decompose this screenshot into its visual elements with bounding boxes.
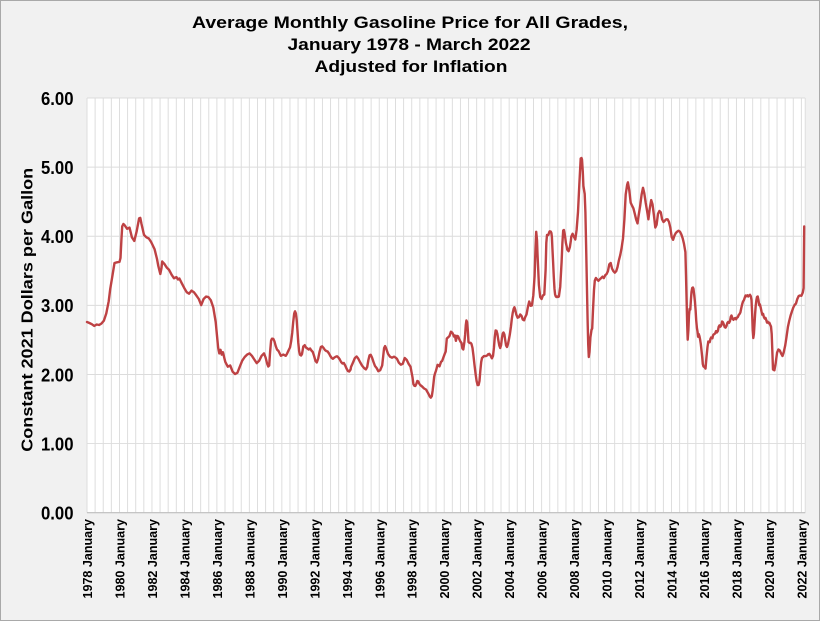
svg-text:Constant 2021 Dollars per Gall: Constant 2021 Dollars per Gallon (19, 168, 36, 452)
svg-text:January 1978 - March 2022: January 1978 - March 2022 (288, 35, 531, 54)
svg-text:2014 January: 2014 January (665, 518, 680, 598)
svg-text:2004 January: 2004 January (502, 518, 517, 598)
svg-text:0.00: 0.00 (41, 504, 74, 524)
svg-text:1.00: 1.00 (41, 434, 74, 454)
svg-text:Adjusted for Inflation: Adjusted for Inflation (315, 57, 508, 76)
svg-text:1990 January: 1990 January (275, 518, 290, 598)
svg-text:1996 January: 1996 January (372, 518, 387, 598)
svg-text:2000 January: 2000 January (437, 518, 452, 598)
svg-text:1984 January: 1984 January (177, 518, 192, 598)
svg-text:2002 January: 2002 January (470, 518, 485, 598)
svg-text:1980 January: 1980 January (112, 518, 127, 598)
svg-text:1986 January: 1986 January (210, 518, 225, 598)
svg-text:1978 January: 1978 January (80, 518, 95, 598)
svg-text:1994 January: 1994 January (340, 518, 355, 598)
svg-text:Average Monthly Gasoline Price: Average Monthly Gasoline Price for All G… (192, 13, 628, 32)
svg-text:5.00: 5.00 (41, 158, 74, 178)
svg-text:3.00: 3.00 (41, 296, 74, 316)
svg-text:6.00: 6.00 (41, 89, 74, 109)
svg-text:2022 January: 2022 January (794, 518, 809, 598)
svg-text:2.00: 2.00 (41, 365, 74, 385)
svg-text:2016 January: 2016 January (697, 518, 712, 598)
svg-text:2020 January: 2020 January (762, 518, 777, 598)
svg-text:2008 January: 2008 January (567, 518, 582, 598)
svg-text:2010 January: 2010 January (600, 518, 615, 598)
svg-text:2012 January: 2012 January (632, 518, 647, 598)
svg-text:2006 January: 2006 January (535, 518, 550, 598)
svg-text:2018 January: 2018 January (729, 518, 744, 598)
svg-text:1988 January: 1988 January (242, 518, 257, 598)
svg-text:4.00: 4.00 (41, 227, 74, 247)
svg-text:1992 January: 1992 January (307, 518, 322, 598)
svg-text:1982 January: 1982 January (145, 518, 160, 598)
svg-text:1998 January: 1998 January (405, 518, 420, 598)
